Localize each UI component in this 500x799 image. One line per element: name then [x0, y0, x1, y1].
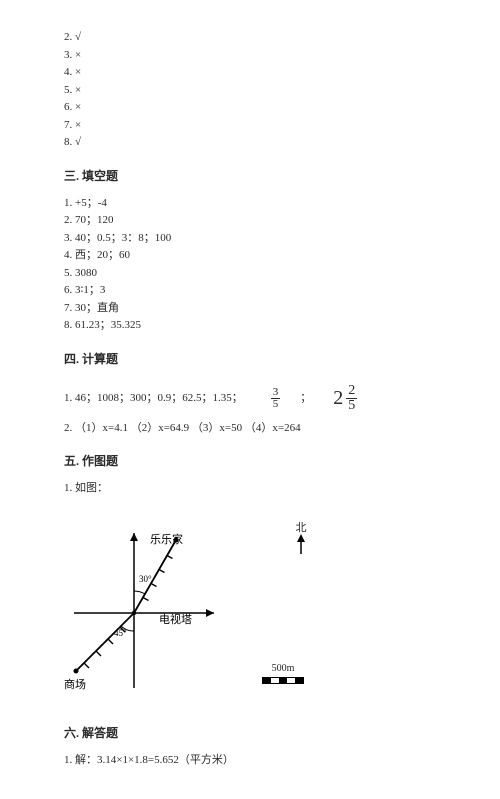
tf-num: 6 — [64, 101, 70, 113]
fb-answer: 7. 30；直角 — [64, 300, 436, 317]
calc-line-2: 2. （1）x=4.1 （2）x=64.9 （3）x=50 （4）x=264 — [64, 420, 436, 437]
mixed-number: 2 2 5 — [333, 384, 359, 413]
tf-item: 6. × — [64, 99, 436, 116]
tf-item: 3. × — [64, 47, 436, 64]
mixed-num: 2 — [346, 384, 357, 399]
tf-mark: × — [75, 49, 81, 61]
tf-mark: × — [75, 119, 81, 131]
tf-num: 5 — [64, 84, 70, 96]
fraction-3-5: 3 5 — [271, 387, 281, 410]
north-indicator: 北 — [294, 522, 308, 556]
tf-item: 2. √ — [64, 29, 436, 46]
solution-line: 1. 解：3.14×1×1.8=5.652（平方米） — [64, 752, 436, 769]
label-angle-45: 45° — [114, 628, 127, 638]
section-3-title: 三. 填空题 — [64, 167, 436, 185]
tf-mark: × — [75, 66, 81, 78]
fb-answer: 2. 70；120 — [64, 212, 436, 229]
label-tower: 电视塔 — [159, 612, 192, 626]
separator: ； — [300, 390, 311, 407]
section-5-title: 五. 作图题 — [64, 452, 436, 470]
fb-answer: 3. 40；0.5；3：8；100 — [64, 230, 436, 247]
label-home: 乐乐家 — [150, 532, 183, 546]
scale-segments — [262, 677, 304, 684]
tf-item: 7. × — [64, 117, 436, 134]
tf-num: 3 — [64, 49, 70, 61]
calc-line-1: 1. 46；1008；300；0.9；62.5；1.35； 3 5 ； 2 2 … — [64, 384, 436, 413]
mixed-den: 5 — [346, 399, 357, 413]
answer-key-page: 2. √ 3. × 4. × 5. × 6. × 7. × 8. √ 三. 填空… — [0, 0, 500, 799]
fb-answer: 8. 61.23；35.325 — [64, 317, 436, 334]
tf-item: 8. √ — [64, 134, 436, 151]
north-label: 北 — [294, 522, 308, 534]
tf-num: 8 — [64, 136, 70, 148]
calc-prefix: 1. 46；1008；300；0.9；62.5；1.35； — [64, 390, 243, 407]
section-6-title: 六. 解答题 — [64, 724, 436, 742]
fb-answer: 6. 3∶1；3 — [64, 282, 436, 299]
frac-num: 3 — [271, 387, 281, 399]
true-false-list: 2. √ 3. × 4. × 5. × 6. × 7. × 8. √ — [64, 29, 436, 151]
tf-num: 4 — [64, 66, 70, 78]
mixed-frac: 2 5 — [346, 384, 357, 413]
tf-item: 5. × — [64, 82, 436, 99]
fb-answer: 4. 西；20；60 — [64, 247, 436, 264]
scale-bar: 500m — [262, 661, 304, 684]
tf-mark: × — [75, 84, 81, 96]
diagram-svg: 乐乐家 电视塔 商场 30° 45° — [64, 518, 264, 708]
tf-num: 7 — [64, 119, 70, 131]
tf-mark: √ — [75, 136, 81, 148]
drawing-intro: 1. 如图： — [64, 480, 436, 497]
label-angle-30: 30° — [139, 574, 152, 584]
fill-blank-answers: 1. +5；-4 2. 70；120 3. 40；0.5；3：8；100 4. … — [64, 195, 436, 334]
frac-den: 5 — [271, 399, 281, 410]
label-mall: 商场 — [64, 677, 86, 691]
fb-answer: 5. 3080 — [64, 265, 436, 282]
scale-label: 500m — [272, 661, 295, 676]
north-arrow-icon — [294, 534, 308, 556]
tf-mark: × — [75, 101, 81, 113]
direction-diagram: 乐乐家 电视塔 商场 30° 45° 北 500m — [64, 518, 264, 708]
fb-answer: 1. +5；-4 — [64, 195, 436, 212]
tf-mark: √ — [75, 31, 81, 43]
section-4-title: 四. 计算题 — [64, 350, 436, 368]
mixed-whole: 2 — [333, 388, 343, 408]
tf-item: 4. × — [64, 64, 436, 81]
tf-num: 2 — [64, 31, 70, 43]
